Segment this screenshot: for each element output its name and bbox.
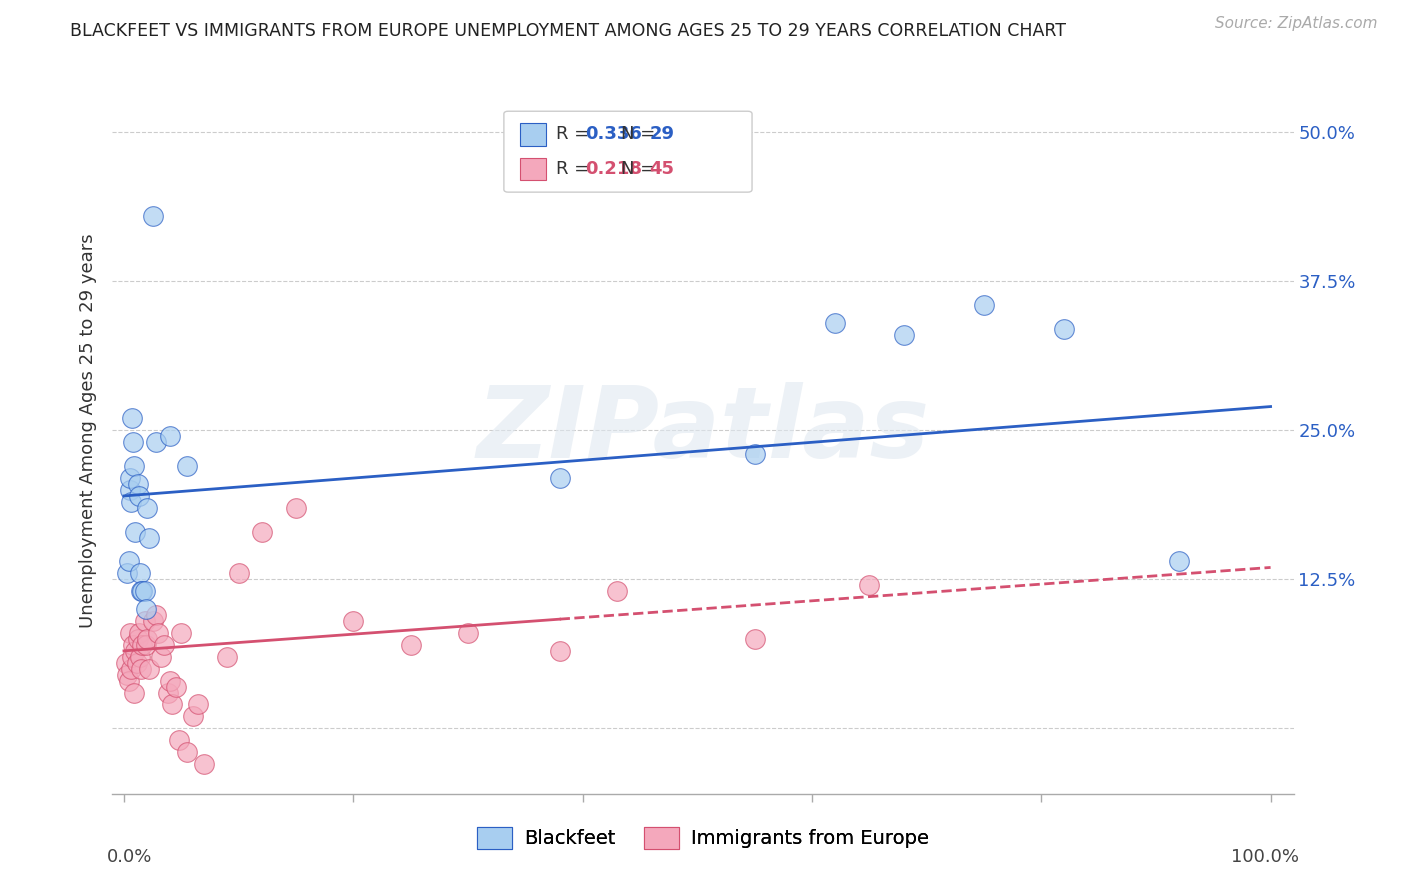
- Point: [159, 429, 181, 443]
- Point: [606, 584, 628, 599]
- Point: [124, 644, 146, 658]
- Point: [127, 632, 149, 646]
- Point: [118, 626, 141, 640]
- Text: 0.218: 0.218: [585, 160, 641, 178]
- Text: Source: ZipAtlas.com: Source: ZipAtlas.com: [1215, 16, 1378, 31]
- Point: [117, 667, 139, 681]
- Text: 29: 29: [650, 125, 675, 144]
- Point: [142, 614, 165, 628]
- Point: [122, 459, 145, 474]
- Point: [250, 524, 273, 539]
- Point: [117, 566, 139, 581]
- Point: [142, 209, 165, 223]
- Point: [160, 698, 183, 712]
- Point: [122, 638, 145, 652]
- Point: [135, 638, 157, 652]
- Point: [117, 554, 139, 568]
- Legend: Blackfeet, Immigrants from Europe: Blackfeet, Immigrants from Europe: [470, 819, 936, 857]
- Text: R =: R =: [555, 125, 595, 144]
- Point: [134, 584, 156, 599]
- Point: [115, 656, 138, 670]
- Point: [399, 638, 422, 652]
- Point: [129, 566, 152, 581]
- Point: [121, 411, 143, 425]
- Text: 45: 45: [650, 160, 675, 178]
- Point: [187, 698, 209, 712]
- Point: [122, 685, 145, 699]
- Point: [118, 483, 141, 497]
- Point: [342, 614, 364, 628]
- Text: ZIPatlas: ZIPatlas: [477, 382, 929, 479]
- Point: [127, 477, 149, 491]
- Point: [135, 500, 157, 515]
- Text: R =: R =: [555, 160, 595, 178]
- Point: [145, 608, 167, 623]
- Point: [1167, 554, 1189, 568]
- Point: [131, 584, 153, 599]
- Point: [124, 524, 146, 539]
- Point: [138, 531, 160, 545]
- Point: [118, 471, 141, 485]
- Point: [135, 602, 157, 616]
- Point: [117, 673, 139, 688]
- Point: [159, 673, 181, 688]
- Point: [129, 584, 152, 599]
- Point: [122, 435, 145, 450]
- Point: [120, 495, 142, 509]
- Text: N =: N =: [621, 125, 661, 144]
- Point: [167, 733, 190, 747]
- Point: [548, 644, 571, 658]
- Point: [824, 316, 846, 330]
- Point: [176, 745, 198, 759]
- Point: [128, 626, 150, 640]
- Text: N =: N =: [621, 160, 661, 178]
- Point: [228, 566, 250, 581]
- Point: [284, 500, 307, 515]
- Point: [138, 662, 160, 676]
- Point: [457, 626, 479, 640]
- Point: [145, 435, 167, 450]
- Point: [153, 638, 176, 652]
- Point: [193, 757, 215, 772]
- Point: [893, 328, 915, 343]
- Point: [858, 578, 880, 592]
- Point: [149, 649, 172, 664]
- Point: [135, 632, 157, 646]
- Text: 100.0%: 100.0%: [1232, 848, 1299, 866]
- Point: [134, 614, 156, 628]
- Point: [217, 649, 239, 664]
- Point: [973, 298, 995, 312]
- Point: [176, 459, 198, 474]
- Point: [165, 680, 187, 694]
- Point: [170, 626, 193, 640]
- Point: [129, 662, 152, 676]
- Text: 0.336: 0.336: [585, 125, 641, 144]
- Point: [121, 649, 143, 664]
- Point: [128, 489, 150, 503]
- Text: 0.0%: 0.0%: [107, 848, 152, 866]
- Point: [548, 471, 571, 485]
- Point: [120, 662, 142, 676]
- Point: [125, 656, 148, 670]
- Point: [744, 632, 766, 646]
- Point: [1053, 322, 1076, 336]
- Point: [181, 709, 204, 723]
- Point: [744, 447, 766, 461]
- Point: [156, 685, 179, 699]
- Point: [131, 638, 153, 652]
- Point: [129, 649, 152, 664]
- Point: [148, 626, 170, 640]
- Y-axis label: Unemployment Among Ages 25 to 29 years: Unemployment Among Ages 25 to 29 years: [79, 233, 97, 628]
- Text: BLACKFEET VS IMMIGRANTS FROM EUROPE UNEMPLOYMENT AMONG AGES 25 TO 29 YEARS CORRE: BLACKFEET VS IMMIGRANTS FROM EUROPE UNEM…: [70, 22, 1066, 40]
